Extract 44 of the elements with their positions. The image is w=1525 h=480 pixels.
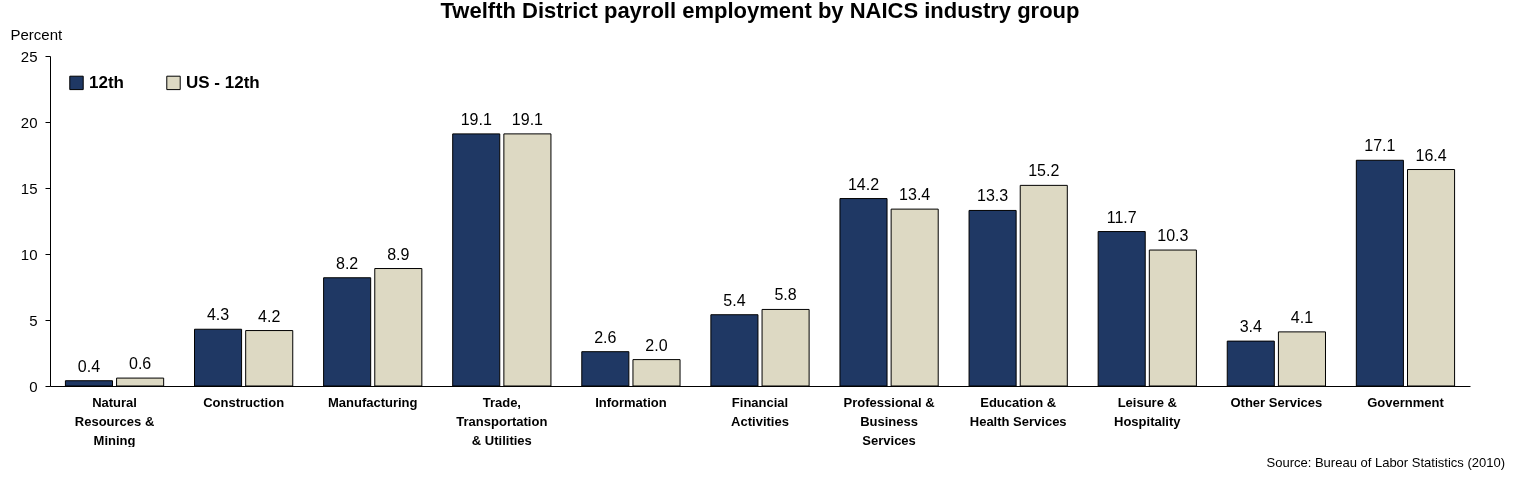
x-tick-label: Information [595, 394, 667, 410]
data-label: 11.7 [1106, 208, 1137, 226]
data-label: 5.4 [723, 291, 746, 309]
data-label: 13.3 [977, 187, 1009, 205]
x-tick-label: Trade, Transportation & Utilities [456, 394, 548, 448]
x-tick-label: Leisure & Hospitality [1114, 394, 1182, 429]
data-label: 19.1 [511, 110, 544, 128]
data-label: 8.2 [336, 254, 359, 272]
data-label: 0.6 [129, 355, 152, 373]
x-tick-label: Natural Resources & Mining [74, 394, 155, 448]
x-tick-label: Education & Health Services [969, 394, 1067, 429]
data-label: 19.1 [460, 110, 492, 128]
x-tick-label: Government [1367, 394, 1445, 410]
y-tick-label: 5 [29, 311, 38, 329]
legend-label: 12th [89, 72, 124, 92]
data-label: 4.1 [1290, 308, 1314, 326]
data-label: 4.3 [206, 306, 230, 324]
y-tick-label: 0 [29, 377, 38, 395]
legend-label: US - 12th [186, 72, 260, 92]
data-label: 4.2 [258, 307, 281, 325]
x-tick-label: Financial Activities [731, 394, 789, 429]
data-label: 0.4 [77, 357, 101, 375]
data-label: 13.4 [899, 186, 931, 204]
x-tick-label: Construction [203, 394, 285, 410]
x-tick-label: Professional & Business Services [843, 394, 935, 448]
data-label: 15.2 [1028, 162, 1060, 180]
chart-title: Twelfth District payroll employment by NAICS industry group [440, 0, 1080, 23]
data-label: 8.9 [387, 245, 410, 263]
data-label: 2.6 [594, 328, 617, 346]
data-label: 14.2 [847, 175, 880, 193]
data-label: 5.8 [774, 286, 797, 304]
data-label: 3.4 [1239, 318, 1262, 336]
source-note: Source: Bureau of Labor Statistics (2010) [1266, 455, 1505, 470]
data-label: 10.3 [1157, 227, 1189, 245]
data-label: 16.4 [1415, 146, 1447, 164]
y-tick-label: 20 [20, 113, 38, 131]
x-tick-label: Other Services [1230, 394, 1323, 410]
y-tick-label: 25 [20, 47, 38, 65]
y-tick-label: 15 [20, 179, 38, 197]
data-label: 17.1 [1364, 137, 1396, 155]
y-tick-label: 10 [20, 245, 38, 263]
data-label: 2.0 [645, 336, 668, 354]
y-axis-title: Percent [10, 25, 64, 43]
x-tick-label: Manufacturing [327, 394, 418, 410]
